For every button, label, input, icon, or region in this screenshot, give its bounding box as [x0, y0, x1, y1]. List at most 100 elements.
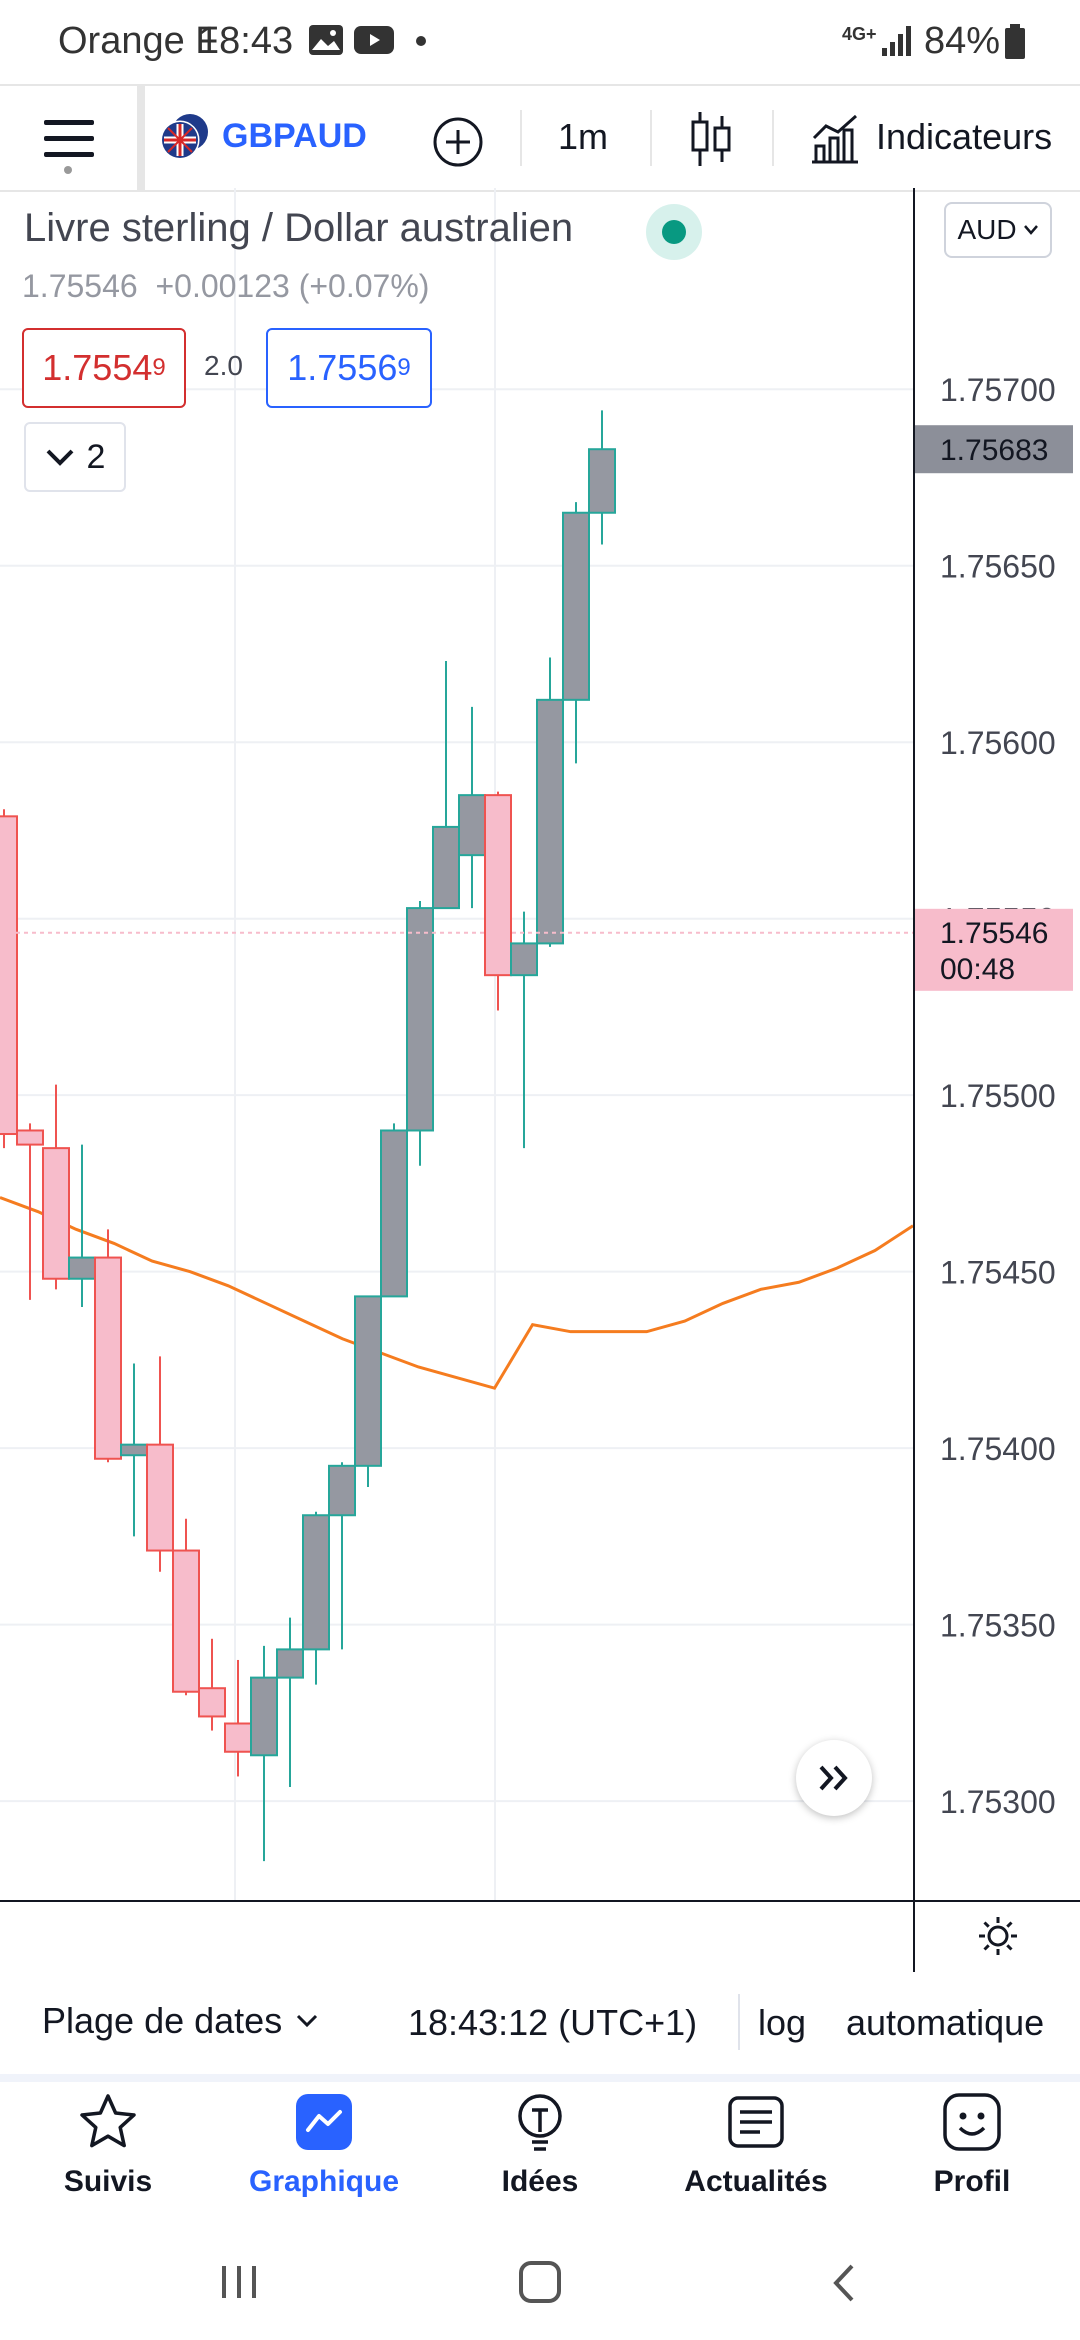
symbol-button[interactable]: GBPAUD: [160, 110, 367, 162]
candlestick-chart[interactable]: 1.757001.756501.756001.755501.755001.754…: [0, 188, 1080, 1900]
buy-price-pip: 9: [397, 354, 411, 381]
scroll-to-realtime-button[interactable]: [796, 1740, 872, 1816]
candle-body: [302, 1514, 330, 1651]
current-price-badge: [915, 425, 1073, 474]
price-tick-label: 1.75350: [940, 1608, 1056, 1644]
candle-body: [120, 1443, 148, 1457]
auto-scale-toggle[interactable]: automatique: [846, 2002, 1045, 2043]
chart-toolbar: GBPAUD 1m Indicateurs: [0, 84, 1080, 192]
candle-body: [380, 1129, 408, 1298]
chevron-down-icon: [1023, 225, 1038, 235]
candle-body: [458, 794, 486, 857]
indicator-count: 2: [86, 437, 106, 476]
candle-body: [588, 448, 616, 514]
candle-body: [0, 815, 18, 1136]
candle-body: [16, 1129, 44, 1146]
clock: 18:43: [198, 20, 294, 62]
candle-body: [94, 1256, 122, 1460]
candle-body: [172, 1549, 200, 1693]
battery-icon: [1005, 24, 1025, 59]
market-status-badge[interactable]: [646, 204, 702, 260]
toolbar-divider: [137, 86, 145, 190]
candle-body: [536, 698, 564, 945]
price-tick-label: 1.75500: [940, 1078, 1056, 1114]
candlestick-type-icon[interactable]: [690, 110, 734, 168]
candle-body: [276, 1648, 304, 1679]
nav-label: Idées: [501, 2165, 579, 2198]
buy-price-button[interactable]: 1.7556 9: [266, 328, 432, 408]
indicators-button[interactable]: Indicateurs: [876, 116, 1053, 157]
settings-icon[interactable]: [976, 1914, 1020, 1958]
currency-selector[interactable]: AUD: [944, 202, 1052, 258]
candle-body: [406, 907, 434, 1132]
gallery-icon: [309, 25, 343, 55]
range-separator: [738, 1994, 740, 2050]
gbp-aud-flag-icon: [160, 114, 208, 160]
buy-price-main: 1.7556: [287, 347, 398, 388]
symbol-label: GBPAUD: [222, 116, 367, 155]
moving-average-line: [0, 1196, 914, 1390]
recent-apps-icon[interactable]: [218, 2262, 260, 2302]
star-icon: [80, 2094, 136, 2148]
last-price-badge: [915, 908, 1073, 991]
home-icon[interactable]: [518, 2260, 562, 2304]
chevron-down-icon: [297, 2014, 318, 2028]
nav-item-profil[interactable]: Profil: [864, 2092, 1080, 2199]
current-price-label: 1.75683: [940, 434, 1048, 467]
price-tick-label: 1.75650: [940, 549, 1056, 585]
nav-item-graphique[interactable]: Graphique: [216, 2092, 432, 2199]
bottom-navigation: Suivis Graphique Idées Actualités Profil: [0, 2082, 1080, 2222]
sell-price-pip: 9: [152, 354, 166, 381]
candle-body: [354, 1295, 382, 1467]
candle-body: [432, 825, 460, 910]
collapse-indicators-button[interactable]: 2: [24, 422, 126, 492]
sell-price-button[interactable]: 1.7554 9: [22, 328, 186, 408]
pair-name: Livre sterling / Dollar australien: [24, 206, 574, 250]
menu-icon[interactable]: [44, 118, 94, 158]
nav-item-idees[interactable]: Idées: [432, 2092, 648, 2199]
nav-label: Suivis: [63, 2165, 153, 2198]
candle-body: [510, 942, 538, 977]
range-bar: Plage de dates 18:43:12 (UTC+1) log auto…: [0, 1972, 1080, 2082]
price-tick-label: 1.75600: [940, 725, 1056, 761]
nav-item-actualites[interactable]: Actualités: [648, 2092, 864, 2199]
chart-area[interactable]: 1.757001.756501.756001.755501.755001.754…: [0, 188, 1080, 1900]
add-symbol-icon[interactable]: [432, 116, 484, 168]
chevron-down-icon: [46, 449, 73, 466]
toolbar-separator: [772, 110, 774, 166]
price-axis-border: [913, 188, 915, 1972]
timezone-clock[interactable]: 18:43:12 (UTC+1): [408, 2002, 698, 2043]
smiley-icon: [943, 2093, 1001, 2151]
price-change-line: 1.75546 +0.00123 (+0.07%): [22, 268, 430, 304]
lightbulb-icon: [518, 2094, 562, 2151]
last-price-label: 1.75546: [940, 917, 1048, 950]
chart-icon: [296, 2094, 352, 2150]
candle-body: [198, 1687, 226, 1718]
price-tick-label: 1.75700: [940, 372, 1056, 408]
sell-price-main: 1.7554: [42, 347, 153, 388]
spread-value: 2.0: [204, 350, 243, 381]
timeframe-button[interactable]: 1m: [558, 116, 609, 157]
time-axis-border: [0, 1900, 1080, 1902]
youtube-icon: [354, 26, 394, 54]
double-chevron-right-icon: [819, 1765, 848, 1791]
log-scale-toggle[interactable]: log: [758, 2002, 807, 2043]
price-tick-label: 1.75400: [940, 1431, 1056, 1467]
notification-dot-icon: [416, 36, 426, 46]
menu-badge-dot: [64, 166, 72, 174]
price-tick-label: 1.75300: [940, 1784, 1056, 1820]
toolbar-separator: [520, 110, 522, 166]
carrier: Orange F: [58, 20, 219, 62]
candle-body: [42, 1147, 70, 1280]
candle-body: [224, 1722, 252, 1753]
status-bar: Orange F 18:43 4G+ 84%: [0, 0, 1080, 84]
currency-label: AUD: [957, 214, 1017, 245]
date-range-button[interactable]: Plage de dates: [42, 2000, 318, 2042]
indicators-icon[interactable]: [810, 112, 860, 164]
nav-item-suivis[interactable]: Suivis: [0, 2092, 216, 2199]
nav-label: Graphique: [248, 2165, 399, 2198]
back-icon[interactable]: [828, 2262, 858, 2304]
date-range-label: Plage de dates: [42, 2000, 283, 2041]
toolbar-separator: [650, 110, 652, 166]
news-icon: [728, 2096, 784, 2148]
